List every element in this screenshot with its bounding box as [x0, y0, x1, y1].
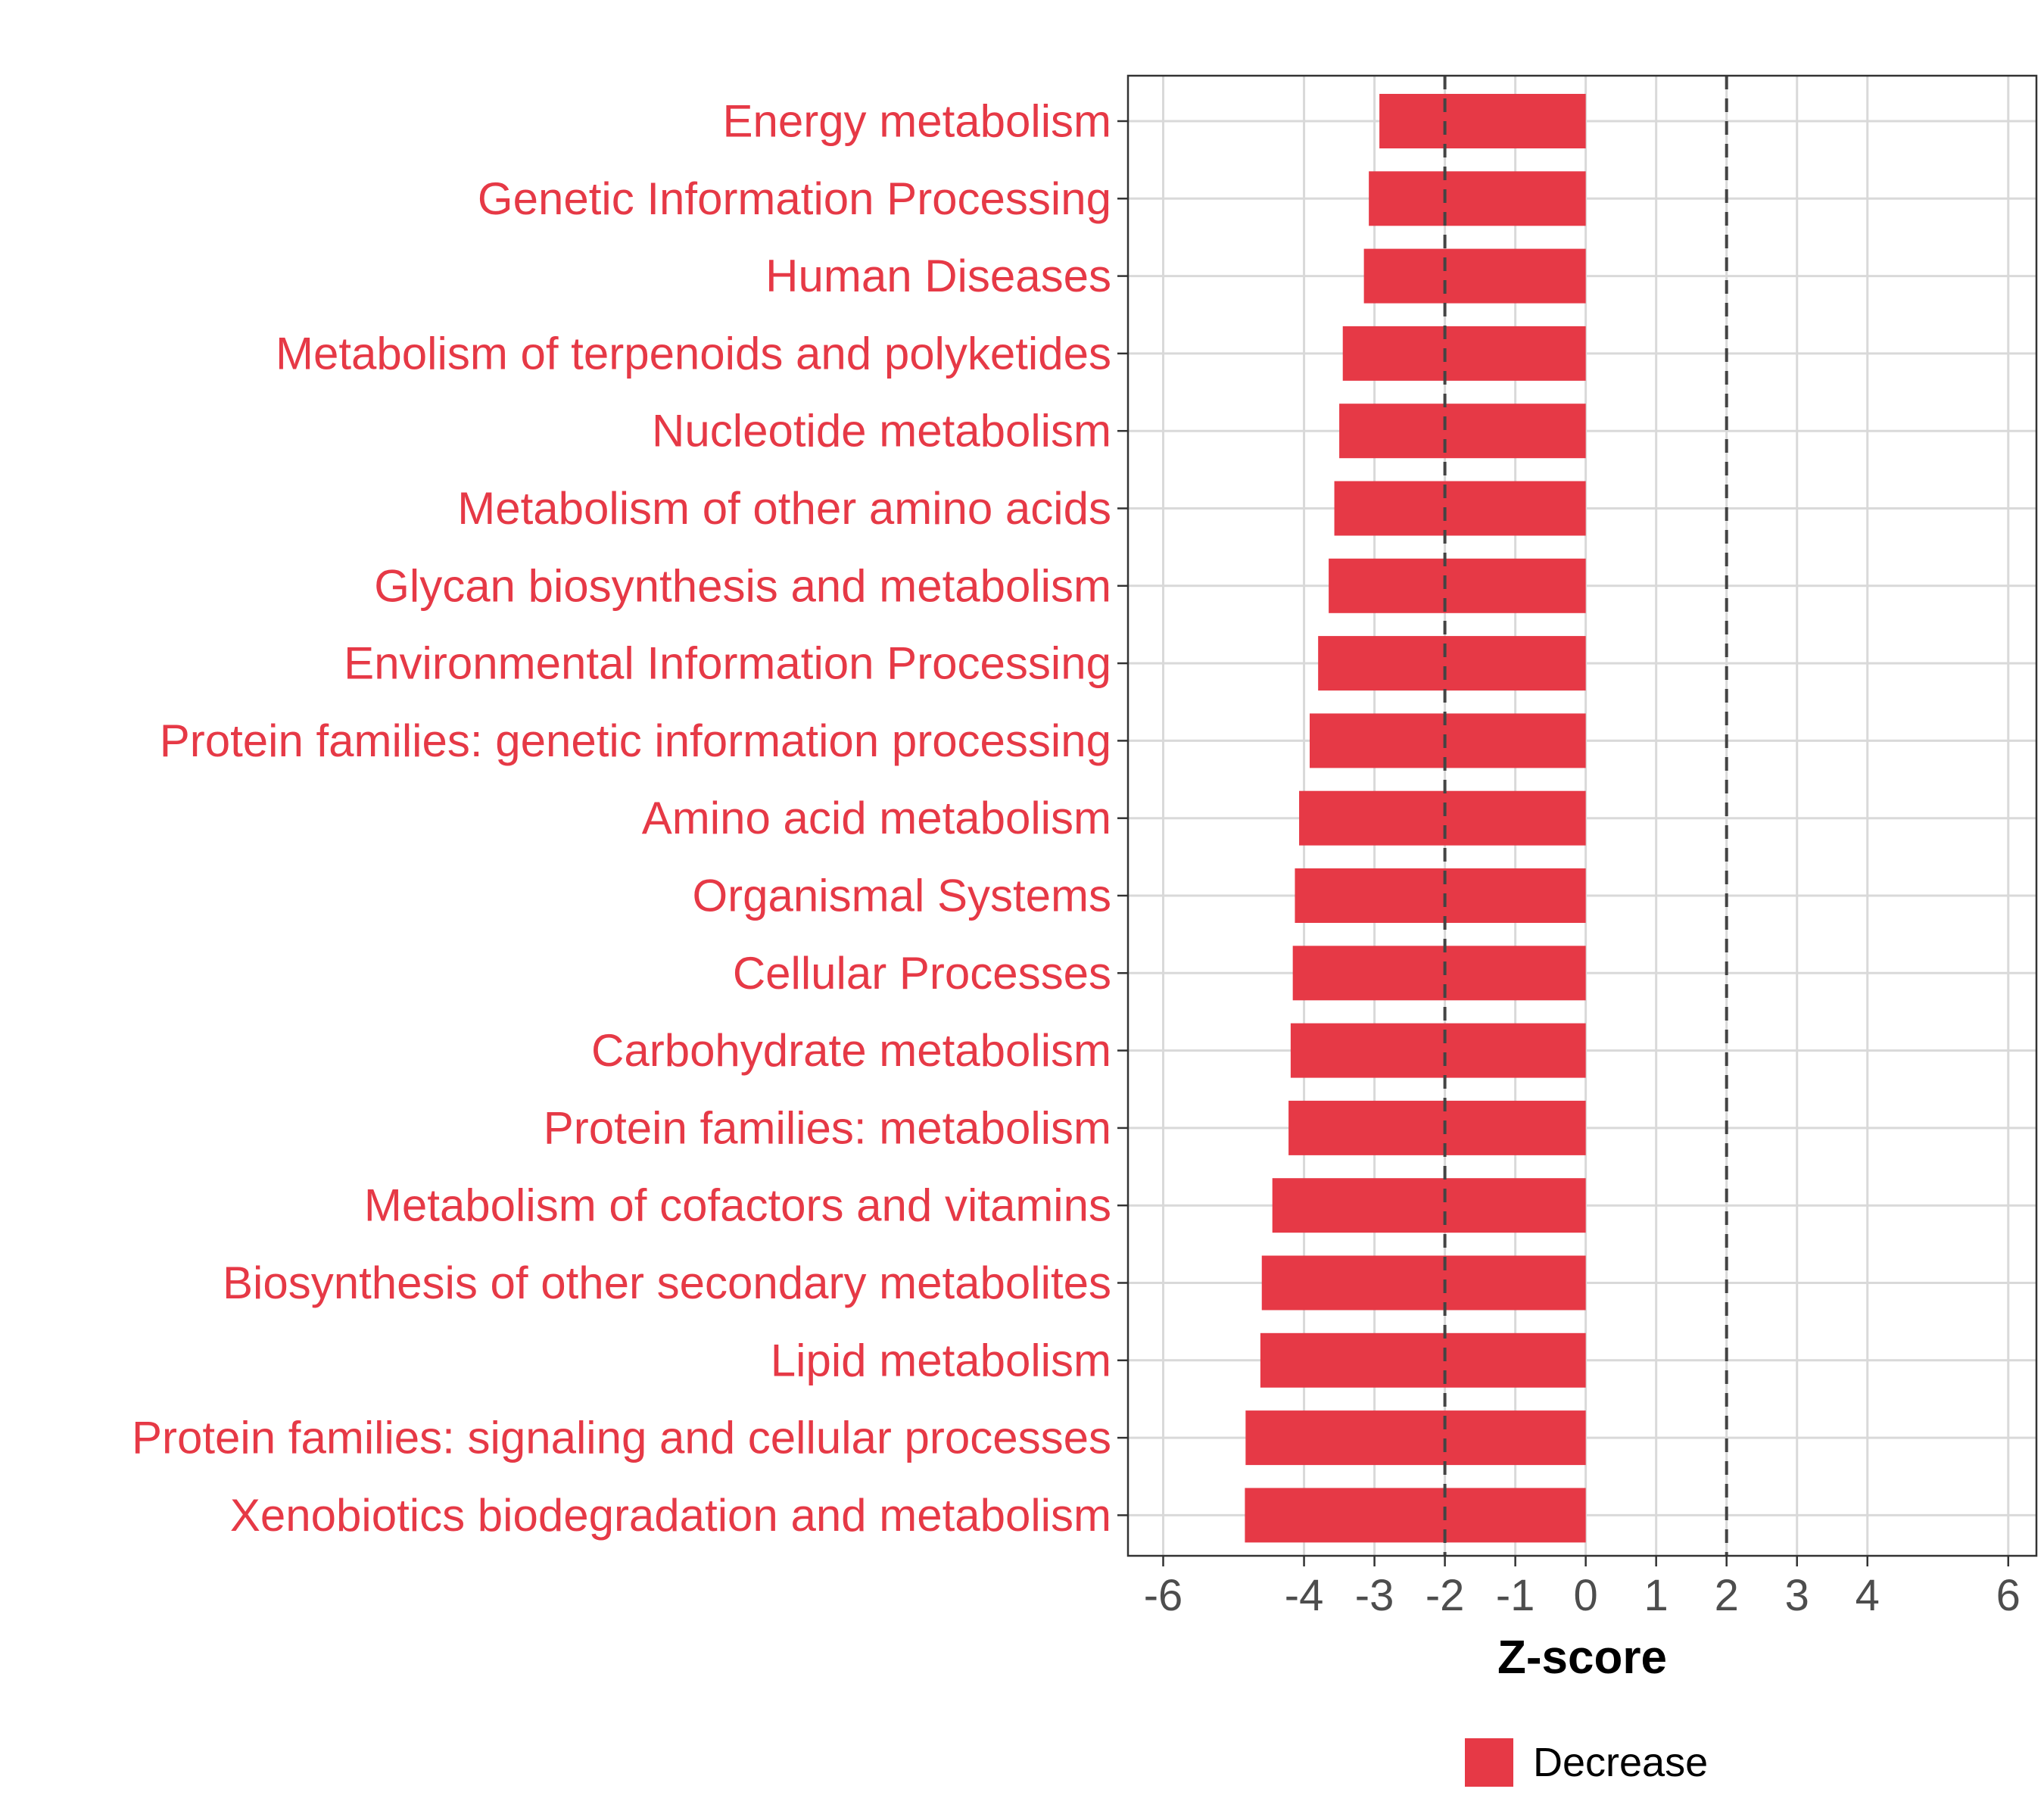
y-tick-label: Organismal Systems: [693, 871, 1111, 921]
bar: [1261, 1255, 1586, 1311]
x-tick-label: 6: [1996, 1571, 2021, 1620]
bar: [1288, 1100, 1586, 1155]
panel-border: [1126, 74, 2038, 1557]
x-tick-label: 1: [1644, 1571, 1669, 1620]
bar: [1260, 1332, 1586, 1388]
bar: [1342, 326, 1586, 381]
x-tick-label: -1: [1496, 1571, 1535, 1620]
y-tick-label: Amino acid metabolism: [642, 793, 1111, 843]
x-axis: -6 -4 -3 -2 -1 0 1 2 3 4 6: [1144, 1556, 2021, 1620]
bar: [1245, 1488, 1586, 1543]
bar: [1379, 94, 1586, 148]
bar: [1363, 248, 1586, 304]
bar: [1334, 481, 1586, 536]
bar: [1369, 171, 1586, 226]
bar: [1318, 636, 1586, 691]
bar: [1329, 558, 1586, 613]
legend-swatch-decrease: [1465, 1738, 1513, 1787]
y-tick-label: Carbohydrate metabolism: [591, 1025, 1111, 1076]
y-tick-label: Metabolism of terpenoids and polyketides: [276, 328, 1111, 379]
x-tick-label: 0: [1574, 1571, 1598, 1620]
y-tick-label: Human Diseases: [765, 251, 1111, 301]
bar: [1245, 1410, 1586, 1466]
bar: [1299, 790, 1586, 846]
y-tick-label: Xenobiotics biodegradation and metabolis…: [230, 1490, 1111, 1541]
y-axis: Energy metabolism Genetic Information Pro…: [132, 96, 1128, 1541]
reference-lines: [1443, 76, 1728, 1556]
y-tick-label: Protein families: genetic information pr…: [160, 715, 1111, 766]
bar: [1339, 404, 1586, 459]
y-tick-label: Lipid metabolism: [771, 1335, 1111, 1385]
x-tick-label: 2: [1715, 1571, 1739, 1620]
x-tick-label: -6: [1144, 1571, 1183, 1620]
bar: [1292, 946, 1586, 1001]
x-tick-label: 4: [1855, 1571, 1880, 1620]
bars: [1245, 94, 1586, 1543]
x-tick-label: -4: [1285, 1571, 1324, 1620]
y-tick-label: Nucleotide metabolism: [652, 406, 1111, 457]
x-tick-label: 3: [1785, 1571, 1809, 1620]
y-tick-label: Energy metabolism: [722, 96, 1111, 147]
y-tick-label: Glycan biosynthesis and metabolism: [374, 560, 1111, 611]
y-tick-label: Metabolism of cofactors and vitamins: [364, 1180, 1111, 1231]
y-tick-label: Genetic Information Processing: [478, 173, 1111, 224]
x-tick-label: -3: [1355, 1571, 1394, 1620]
legend: Decrease: [1465, 1738, 1708, 1787]
x-axis-title: Z-score: [1497, 1632, 1667, 1684]
legend-label-decrease: Decrease: [1533, 1740, 1708, 1785]
bar: [1295, 868, 1586, 923]
bar: [1290, 1023, 1586, 1078]
y-tick-label: Protein families: signaling and cellular…: [132, 1413, 1111, 1463]
bar: [1272, 1178, 1586, 1233]
bar: [1310, 713, 1586, 768]
y-tick-label: Cellular Processes: [733, 948, 1111, 999]
x-tick-label: -2: [1426, 1571, 1465, 1620]
y-tick-label: Environmental Information Processing: [344, 638, 1111, 689]
y-tick-label: Biosynthesis of other secondary metaboli…: [223, 1258, 1111, 1308]
y-tick-label: Metabolism of other amino acids: [457, 483, 1111, 534]
y-tick-label: Protein families: metabolism: [544, 1102, 1111, 1153]
